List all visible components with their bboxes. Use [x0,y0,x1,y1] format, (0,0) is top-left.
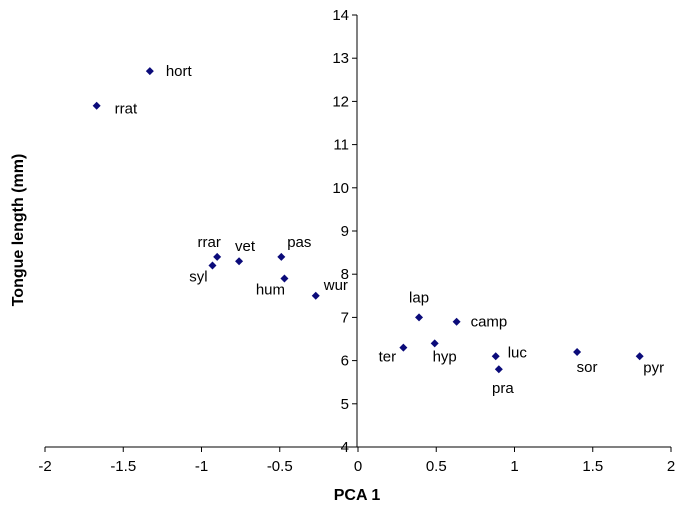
point-label-pas: pas [287,234,311,251]
point-label-hum: hum [256,282,285,299]
x-tick-label: 0.5 [426,458,447,475]
point-label-camp: camp [471,314,508,331]
data-point-lap [415,313,424,322]
point-label-rrar: rrar [197,234,220,251]
point-label-pyr: pyr [643,359,664,376]
x-axis-title: PCA 1 [334,487,381,504]
x-tick-label: 2 [667,458,675,475]
point-label-hyp: hyp [433,348,457,365]
point-label-syl: syl [189,269,207,286]
data-point-hort [145,67,154,76]
x-tick-label: 1.5 [582,458,603,475]
data-point-ter [399,343,408,352]
point-labels: hort rrat rrar syl vet pas hum wur lap camp ter hyp… [115,63,664,397]
data-point-vet [235,257,244,266]
data-point-camp [452,317,461,326]
x-tick-label: -1.5 [110,458,136,475]
y-tick-label: 12 [332,93,349,110]
data-point-syl [208,261,217,270]
data-points [92,67,644,374]
y-axis-title: Tongue length (mm) [10,154,27,307]
axes: -2 -1.5 -1 -0.5 0 0.5 1 1.5 2 4 5 6 7 8 9 10 11 12 13 14 [38,7,675,475]
data-point-pas [277,252,286,261]
point-label-vet: vet [235,238,256,255]
point-label-wur: wur [323,277,348,294]
y-tick-label: 13 [332,50,349,67]
x-tick-label: -2 [38,458,51,475]
point-label-luc: luc [508,344,528,361]
y-tick-label: 5 [341,396,349,413]
x-tick-label: 0 [354,458,362,475]
data-point-rrar [213,252,222,261]
point-label-sor: sor [577,359,598,376]
y-tick-label: 8 [341,266,349,283]
y-tick-label: 6 [341,353,349,370]
y-tick-label: 4 [341,439,349,456]
point-label-ter: ter [379,349,397,366]
data-point-luc [491,352,500,361]
data-point-hyp [430,339,439,348]
data-point-pra [494,365,503,374]
point-label-rrat: rrat [115,101,138,118]
point-label-hort: hort [166,63,193,80]
point-label-lap: lap [409,289,429,306]
y-tick-label: 14 [332,7,349,24]
x-tick-label: -0.5 [267,458,293,475]
data-point-sor [573,347,582,356]
x-tick-label: 1 [510,458,518,475]
data-point-wur [311,291,320,300]
data-point-rrat [92,101,101,110]
y-tick-label: 9 [341,223,349,240]
x-tick-label: -1 [195,458,208,475]
y-tick-label: 11 [333,137,349,154]
data-point-pyr [635,352,644,361]
point-label-pra: pra [492,380,514,397]
y-tick-label: 10 [332,180,349,197]
y-tick-label: 7 [341,309,349,326]
data-point-hum [280,274,289,283]
